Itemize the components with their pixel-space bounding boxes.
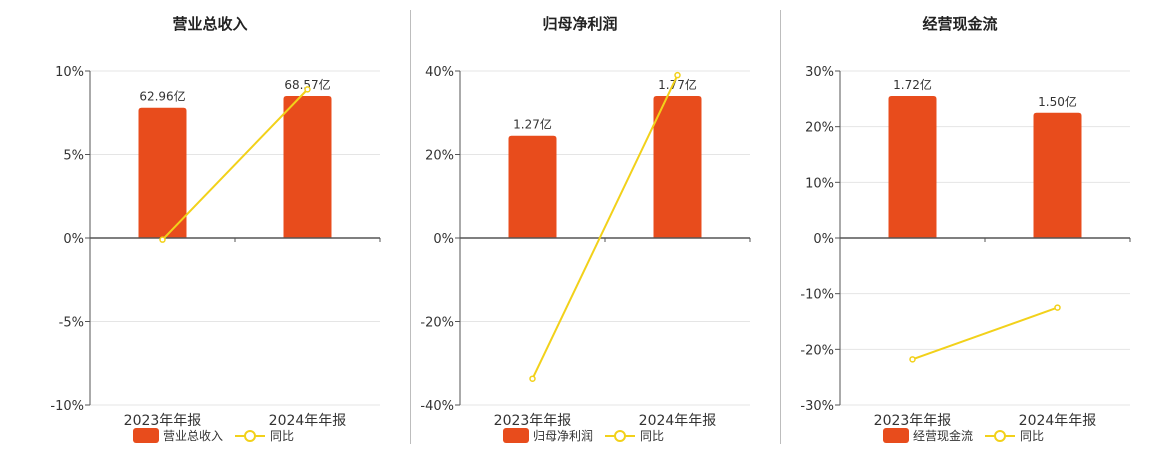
yoy-line — [161, 88, 309, 241]
y-tick-label: -5% — [59, 316, 84, 331]
chart-panel-1: 营业总收入 10% 5% 0% -5% -10% 62.96亿 68.57亿 2023年年报 20… — [50, 15, 381, 443]
y-tick-label: -30% — [800, 399, 834, 414]
yoy-point — [1054, 304, 1061, 311]
y-tick-label: 20% — [805, 121, 834, 136]
bar — [888, 96, 937, 238]
bar — [1033, 112, 1082, 238]
legend-line-marker — [614, 430, 626, 442]
yoy-point — [674, 71, 681, 79]
chart-panel-3: 经营现金流 30% 20% 10% 0% -10% -20% -30% 1.72亿 1.50亿 20… — [800, 15, 1131, 443]
bar-value-label: 1.27亿 — [513, 117, 552, 132]
yoy-point — [159, 236, 166, 243]
yoy-point — [304, 86, 311, 93]
legend-bar-swatch — [133, 428, 159, 443]
y-tick-label: -20% — [420, 316, 454, 331]
y-tick-label: 20% — [425, 149, 454, 164]
y-tick-label: -10% — [50, 399, 84, 414]
bar-value-label: 68.57亿 — [284, 77, 330, 92]
panel-divider — [780, 10, 781, 444]
y-tick-label: 40% — [425, 65, 454, 80]
x-tick-label: 2024年年报 — [1019, 413, 1097, 429]
bar-value-label: 1.77亿 — [658, 77, 697, 92]
y-tick-label: 5% — [63, 149, 84, 164]
yoy-line — [912, 306, 1058, 361]
y-tick-label: 10% — [55, 65, 84, 80]
bar — [283, 96, 332, 238]
y-tick-label: 10% — [805, 176, 834, 191]
x-tick-label: 2023年年报 — [874, 413, 952, 429]
y-tick-label: -10% — [800, 288, 834, 303]
legend-bar-label: 经营现金流 — [913, 428, 973, 443]
bar — [653, 96, 702, 238]
legend-bar-label: 营业总收入 — [163, 429, 223, 443]
yoy-line — [531, 74, 679, 380]
legend-line-label: 同比 — [640, 429, 664, 443]
yoy-point — [909, 356, 916, 363]
bar-value-label: 1.72亿 — [893, 77, 932, 92]
legend-bar-swatch — [503, 428, 529, 443]
bar-value-label: 62.96亿 — [139, 89, 185, 104]
panel-divider — [410, 10, 411, 444]
y-tick-label: 0% — [433, 232, 454, 247]
y-tick-label: 0% — [813, 232, 834, 247]
x-tick-label: 2024年年报 — [269, 413, 347, 429]
y-tick-label: -20% — [800, 343, 834, 358]
legend-line-label: 同比 — [270, 429, 294, 443]
legend-line-label: 同比 — [1020, 429, 1044, 443]
bar-value-label: 1.50亿 — [1038, 94, 1077, 109]
x-tick-label: 2023年年报 — [124, 413, 202, 429]
chart-panel-2: 归母净利润 40% 20% 0% -20% -40% 1.27亿 1.77亿 2023年年报 20… — [420, 15, 751, 443]
yoy-point — [529, 375, 536, 382]
legend-bar-label: 归母净利润 — [533, 429, 593, 443]
chart-title: 归母净利润 — [542, 15, 617, 33]
legend-line-marker — [244, 430, 256, 442]
bar — [138, 107, 187, 239]
chart-title: 营业总收入 — [172, 15, 247, 33]
y-tick-label: 30% — [805, 65, 834, 80]
x-tick-label: 2023年年报 — [494, 413, 572, 429]
legend-line-marker — [994, 430, 1006, 442]
y-tick-label: -40% — [420, 399, 454, 414]
legend-bar-swatch — [883, 428, 909, 443]
chart-title: 经营现金流 — [922, 15, 997, 33]
bar — [508, 135, 557, 238]
x-tick-label: 2024年年报 — [639, 413, 717, 429]
y-tick-label: 0% — [63, 232, 84, 247]
